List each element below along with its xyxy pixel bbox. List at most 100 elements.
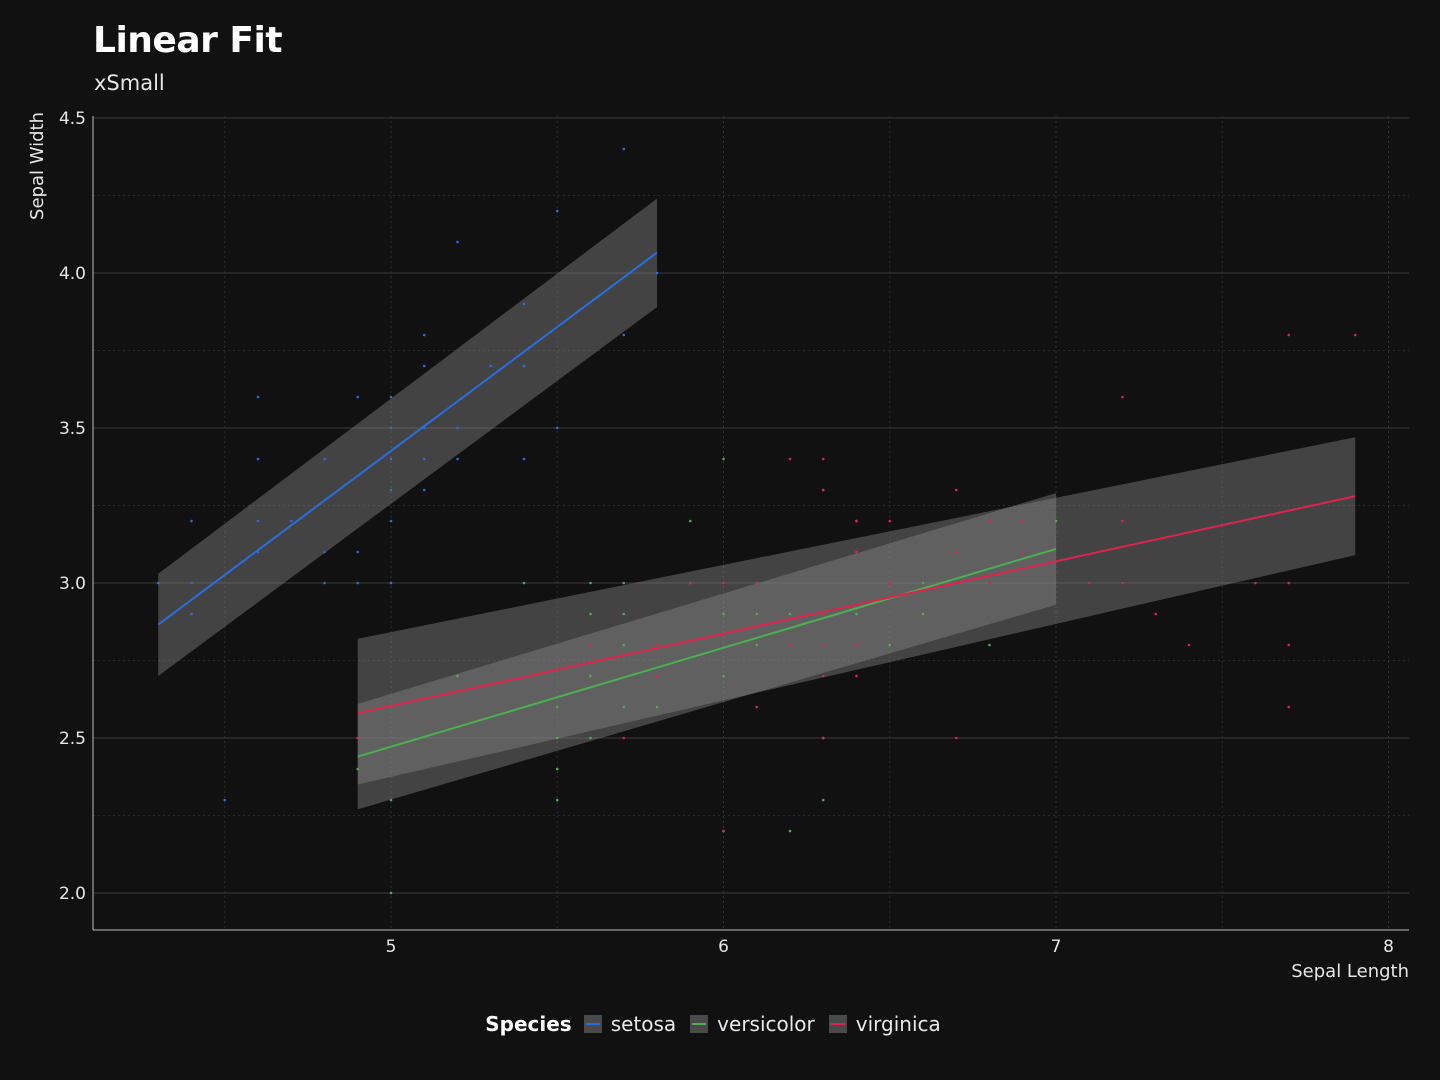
- legend-title: Species: [485, 1012, 572, 1036]
- y-tick-label: 4.5: [59, 109, 86, 129]
- data-point-setosa: [323, 457, 326, 461]
- data-point-virginica: [356, 736, 360, 740]
- data-point-setosa: [389, 457, 393, 461]
- data-points: [156, 147, 1357, 895]
- y-axis-title: Sepal Width: [27, 112, 48, 220]
- legend-label-versicolor: versicolor: [717, 1012, 815, 1036]
- legend: Species setosa versicolor virginica: [0, 1012, 1440, 1036]
- data-point-setosa: [223, 798, 227, 802]
- data-point-setosa: [456, 457, 459, 461]
- data-point-setosa: [456, 240, 459, 244]
- data-point-setosa: [555, 426, 559, 430]
- data-point-versicolor: [688, 519, 692, 523]
- data-point-virginica: [1287, 643, 1291, 647]
- scatter-plot: 2.0 2.5 3.0 3.5 4.0 4.5 5 6 7 8 Sepal Length Sepa…: [27, 109, 1409, 982]
- data-point-versicolor: [622, 581, 626, 585]
- data-point-versicolor: [356, 767, 360, 771]
- tick-labels: 2.0 2.5 3.0 3.5 4.0 4.5 5 6 7 8: [59, 109, 1394, 957]
- chart-title: Linear Fit: [93, 20, 283, 61]
- data-point-setosa: [522, 457, 526, 461]
- data-point-virginica: [589, 643, 592, 647]
- data-point-virginica: [788, 457, 792, 461]
- y-tick-label: 4.0: [59, 264, 86, 284]
- data-point-virginica: [821, 488, 825, 492]
- data-point-versicolor: [722, 674, 725, 678]
- data-point-virginica: [855, 519, 858, 523]
- data-point-virginica: [1121, 395, 1124, 399]
- legend-key-versicolor: [690, 1015, 709, 1033]
- data-point-versicolor: [389, 891, 393, 895]
- x-tick-label: 8: [1383, 937, 1394, 957]
- fit-line-setosa: [157, 251, 658, 626]
- data-point-versicolor: [589, 674, 592, 678]
- data-point-versicolor: [589, 736, 592, 740]
- data-point-virginica: [1353, 333, 1357, 337]
- fit-line-virginica: [357, 495, 1356, 715]
- data-point-setosa: [323, 550, 326, 554]
- data-point-versicolor: [722, 457, 725, 461]
- x-axis-title: Sepal Length: [1291, 961, 1409, 982]
- confidence-band-versicolor: [357, 493, 1056, 810]
- data-point-virginica: [1287, 705, 1291, 709]
- data-point-virginica: [954, 488, 958, 492]
- confidence-bands: [158, 198, 1356, 810]
- data-point-versicolor: [622, 612, 626, 616]
- data-point-setosa: [622, 147, 626, 151]
- data-point-virginica: [1187, 643, 1191, 647]
- data-point-virginica: [1021, 519, 1025, 523]
- data-point-versicolor: [622, 643, 626, 647]
- confidence-band-virginica: [357, 437, 1356, 785]
- data-point-virginica: [655, 643, 659, 647]
- data-point-setosa: [389, 488, 393, 492]
- data-point-virginica: [722, 829, 725, 833]
- data-point-versicolor: [589, 581, 592, 585]
- data-point-setosa: [489, 364, 493, 368]
- data-point-virginica: [1254, 581, 1257, 585]
- data-point-setosa: [256, 519, 260, 523]
- data-point-versicolor: [655, 705, 659, 709]
- data-point-virginica: [888, 581, 892, 585]
- data-point-versicolor: [589, 612, 592, 616]
- data-point-setosa: [389, 519, 393, 523]
- data-point-versicolor: [522, 581, 526, 585]
- data-point-versicolor: [722, 612, 725, 616]
- data-point-setosa: [522, 302, 526, 306]
- data-point-virginica: [855, 550, 858, 554]
- axes: [92, 116, 1409, 931]
- data-point-versicolor: [788, 612, 792, 616]
- data-point-versicolor: [555, 767, 559, 771]
- legend-key-setosa: [583, 1015, 602, 1033]
- data-point-virginica: [788, 643, 792, 647]
- y-tick-label: 3.5: [59, 419, 86, 439]
- data-point-setosa: [323, 581, 326, 585]
- data-point-setosa: [422, 364, 426, 368]
- data-point-virginica: [988, 581, 991, 585]
- fit-line-versicolor: [357, 547, 1057, 758]
- y-tick-label: 2.5: [59, 729, 86, 749]
- data-point-setosa: [622, 333, 626, 337]
- data-point-virginica: [1287, 333, 1291, 337]
- x-tick-label: 7: [1051, 937, 1062, 957]
- data-point-virginica: [755, 581, 759, 585]
- data-point-setosa: [522, 364, 526, 368]
- data-point-setosa: [389, 426, 393, 430]
- data-point-setosa: [356, 550, 360, 554]
- data-point-setosa: [190, 581, 193, 585]
- data-point-virginica: [954, 550, 958, 554]
- x-tick-label: 6: [718, 937, 729, 957]
- data-point-setosa: [356, 395, 360, 399]
- data-point-virginica: [821, 736, 825, 740]
- data-point-setosa: [456, 426, 459, 430]
- data-point-versicolor: [1054, 519, 1058, 523]
- data-point-virginica: [755, 705, 759, 709]
- data-point-versicolor: [921, 612, 925, 616]
- data-point-virginica: [888, 519, 892, 523]
- legend-label-virginica: virginica: [855, 1012, 941, 1036]
- legend-label-setosa: setosa: [610, 1012, 677, 1036]
- data-point-virginica: [722, 581, 725, 585]
- legend-item-versicolor: versicolor: [690, 1012, 815, 1036]
- data-point-virginica: [821, 643, 825, 647]
- legend-item-setosa: setosa: [583, 1012, 677, 1036]
- data-point-virginica: [622, 736, 626, 740]
- data-point-versicolor: [389, 798, 393, 802]
